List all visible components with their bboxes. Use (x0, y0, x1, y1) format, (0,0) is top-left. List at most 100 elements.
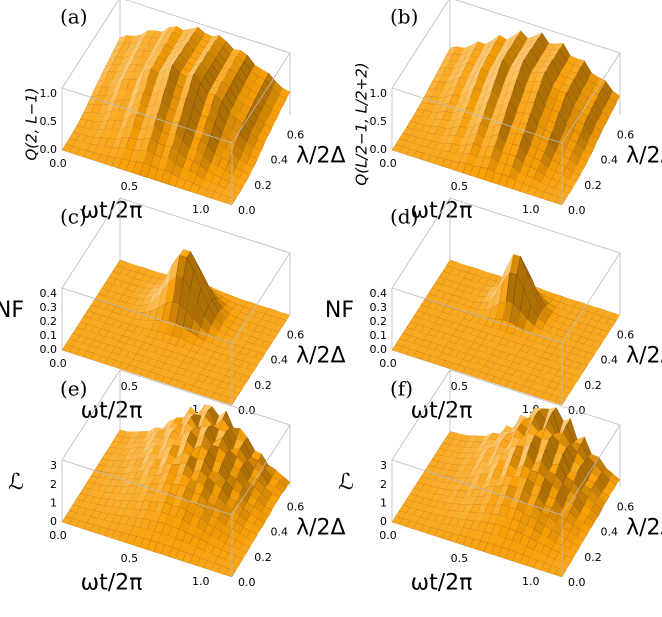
box-edge (391, 369, 451, 461)
panel: (e) 0 1 2 3 ℒ 0.0 0.5 1.0 ωt/2π 0.0 0.2 0.4 0.6 λ/2Δ (8, 369, 346, 595)
z-tick-label: 2 (380, 478, 387, 491)
y-tick-label: 0.6 (617, 500, 635, 513)
z-tick-label: 1 (50, 496, 57, 509)
y-tick-label: 0.6 (287, 328, 305, 341)
y-tick-label: 0.0 (238, 404, 256, 417)
x-tick-label: 1.0 (192, 575, 210, 588)
y-tick-label: 0.0 (568, 404, 586, 417)
x-tick-label: 0.0 (49, 157, 67, 170)
y-tick-label: 0.6 (617, 328, 635, 341)
x-tick-label: 0.0 (379, 529, 397, 542)
y-tick-label: 0.4 (270, 154, 288, 167)
surface-patch (554, 396, 566, 406)
z-tick-label: 3 (380, 459, 387, 472)
panel-label: (d) (390, 205, 418, 229)
box-edge (119, 197, 291, 254)
y-axis-label: λ/2Δ (626, 516, 662, 541)
x-tick-label: 1.0 (522, 203, 540, 216)
y-tick-label: 0.2 (584, 179, 602, 192)
x-tick-label: 0.5 (121, 380, 139, 393)
box-edge (61, 0, 120, 89)
x-tick-label: 0.0 (379, 357, 397, 370)
y-axis-label: λ/2Δ (626, 344, 662, 369)
y-tick-label: 0.0 (568, 576, 586, 589)
box-edge (391, 287, 563, 344)
box-edge (449, 369, 621, 426)
box-edge (561, 52, 621, 144)
z-tick-label: 0.3 (40, 301, 58, 314)
y-axis-label: λ/2Δ (296, 144, 345, 169)
x-tick-label: 0.5 (121, 552, 139, 565)
x-tick-label: 0.5 (451, 552, 469, 565)
z-tick-label: 0.2 (370, 315, 388, 328)
z-tick-label: 0.5 (40, 115, 58, 128)
z-axis-label: NF (0, 298, 24, 323)
box-edge (61, 197, 121, 289)
box-edge (391, 87, 563, 144)
z-tick-label: 0.0 (40, 343, 58, 356)
z-tick-label: 0 (380, 515, 387, 528)
box-edge (231, 424, 291, 516)
y-tick-label: 0.2 (254, 179, 271, 192)
box-edge (61, 459, 233, 516)
z-tick-label: 0.1 (40, 329, 58, 342)
surface-patch (224, 568, 236, 578)
z-tick-label: 0.0 (370, 343, 388, 356)
y-tick-label: 0.2 (584, 379, 602, 392)
y-tick-label: 0.0 (238, 204, 256, 217)
x-tick-label: 0.5 (451, 180, 469, 193)
panel-label: (b) (390, 5, 418, 29)
x-tick-label: 0.0 (49, 529, 67, 542)
box-edge (61, 369, 121, 461)
panel-label: (c) (60, 205, 87, 229)
z-axis-label: Q(2, L−1) (23, 87, 41, 160)
surface-patch (224, 396, 236, 406)
surface-patch (554, 196, 566, 206)
y-axis-label: λ/2Δ (296, 344, 345, 369)
z-axis-label: Q(L/2−1, L/2+2) (353, 62, 371, 185)
x-axis-label: ωt/2π (411, 398, 473, 423)
panel-label: (f) (390, 377, 413, 401)
z-axis-label: ℒ (8, 470, 24, 495)
z-tick-label: 1 (380, 496, 387, 509)
box-edge (391, 197, 451, 289)
z-tick-label: 0.0 (40, 143, 58, 156)
box-edge (231, 52, 291, 144)
panel: (f) 0 1 2 3 ℒ 0.0 0.5 1.0 ωt/2π 0.0 0.2 0.4 0.6 λ/2Δ (338, 369, 662, 595)
panel-label: (e) (60, 377, 87, 401)
z-tick-label: 2 (50, 478, 57, 491)
box-edge (561, 424, 621, 516)
y-tick-label: 0.0 (568, 204, 586, 217)
box-edge (561, 252, 621, 344)
box-edge (454, 0, 621, 54)
y-tick-label: 0.0 (238, 576, 256, 589)
x-axis-label: ωt/2π (411, 570, 473, 595)
z-tick-label: 0.2 (40, 315, 58, 328)
y-tick-label: 0.6 (287, 500, 305, 513)
surface-patch (224, 196, 236, 206)
x-tick-label: 0.5 (451, 380, 469, 393)
z-tick-label: 1.0 (40, 87, 58, 100)
y-tick-label: 0.2 (254, 379, 271, 392)
x-axis-label: ωt/2π (81, 398, 143, 423)
z-tick-label: 0.4 (40, 287, 58, 300)
box-edge (61, 87, 233, 144)
box-edge (449, 197, 621, 254)
x-tick-label: 0.0 (49, 357, 67, 370)
z-axis-label: NF (325, 298, 354, 323)
z-tick-label: 0.3 (370, 301, 388, 314)
z-axis-label: ℒ (338, 470, 354, 495)
z-tick-label: 0.5 (370, 115, 388, 128)
x-tick-label: 1.0 (522, 575, 540, 588)
x-tick-label: 0.5 (121, 180, 139, 193)
box-edge (124, 0, 291, 54)
y-tick-label: 0.4 (270, 526, 288, 539)
z-tick-label: 0.4 (370, 287, 388, 300)
box-edge (391, 459, 563, 516)
y-tick-label: 0.4 (600, 154, 618, 167)
y-tick-label: 0.4 (600, 354, 618, 367)
y-tick-label: 0.6 (617, 128, 635, 141)
y-tick-label: 0.4 (270, 354, 288, 367)
